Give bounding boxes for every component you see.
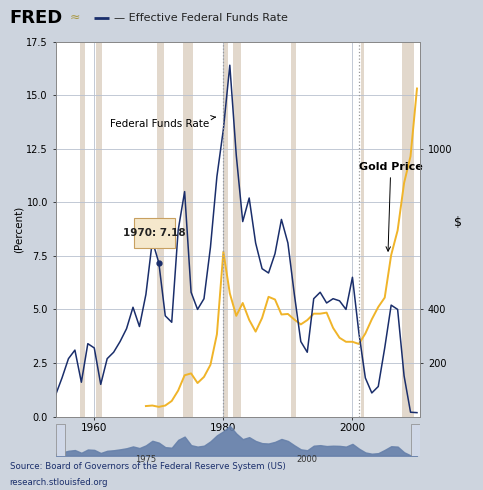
Bar (233, 42, 241, 416)
Bar (291, 42, 296, 416)
Text: 1970: 7.18: 1970: 7.18 (123, 228, 185, 238)
Bar (402, 42, 414, 416)
Bar (157, 42, 164, 416)
Text: 2000: 2000 (297, 455, 318, 464)
Text: Federal Funds Rate: Federal Funds Rate (111, 116, 215, 129)
Bar (223, 42, 228, 416)
Text: ≈: ≈ (70, 11, 81, 24)
Bar (360, 42, 364, 416)
Text: FRED: FRED (10, 9, 63, 27)
Text: Gold Price: Gold Price (359, 162, 423, 251)
Text: 1975: 1975 (135, 455, 156, 464)
Bar (56, 424, 65, 456)
Text: research.stlouisfed.org: research.stlouisfed.org (10, 478, 108, 487)
FancyBboxPatch shape (134, 219, 175, 248)
Bar (80, 42, 85, 416)
Y-axis label: (Percent): (Percent) (14, 205, 24, 253)
Y-axis label: $: $ (454, 216, 462, 229)
Bar (411, 424, 420, 456)
Bar (183, 42, 193, 416)
Text: Source: Board of Governors of the Federal Reserve System (US): Source: Board of Governors of the Federa… (10, 462, 285, 470)
Bar (96, 42, 102, 416)
Text: — Effective Federal Funds Rate: — Effective Federal Funds Rate (114, 13, 287, 24)
